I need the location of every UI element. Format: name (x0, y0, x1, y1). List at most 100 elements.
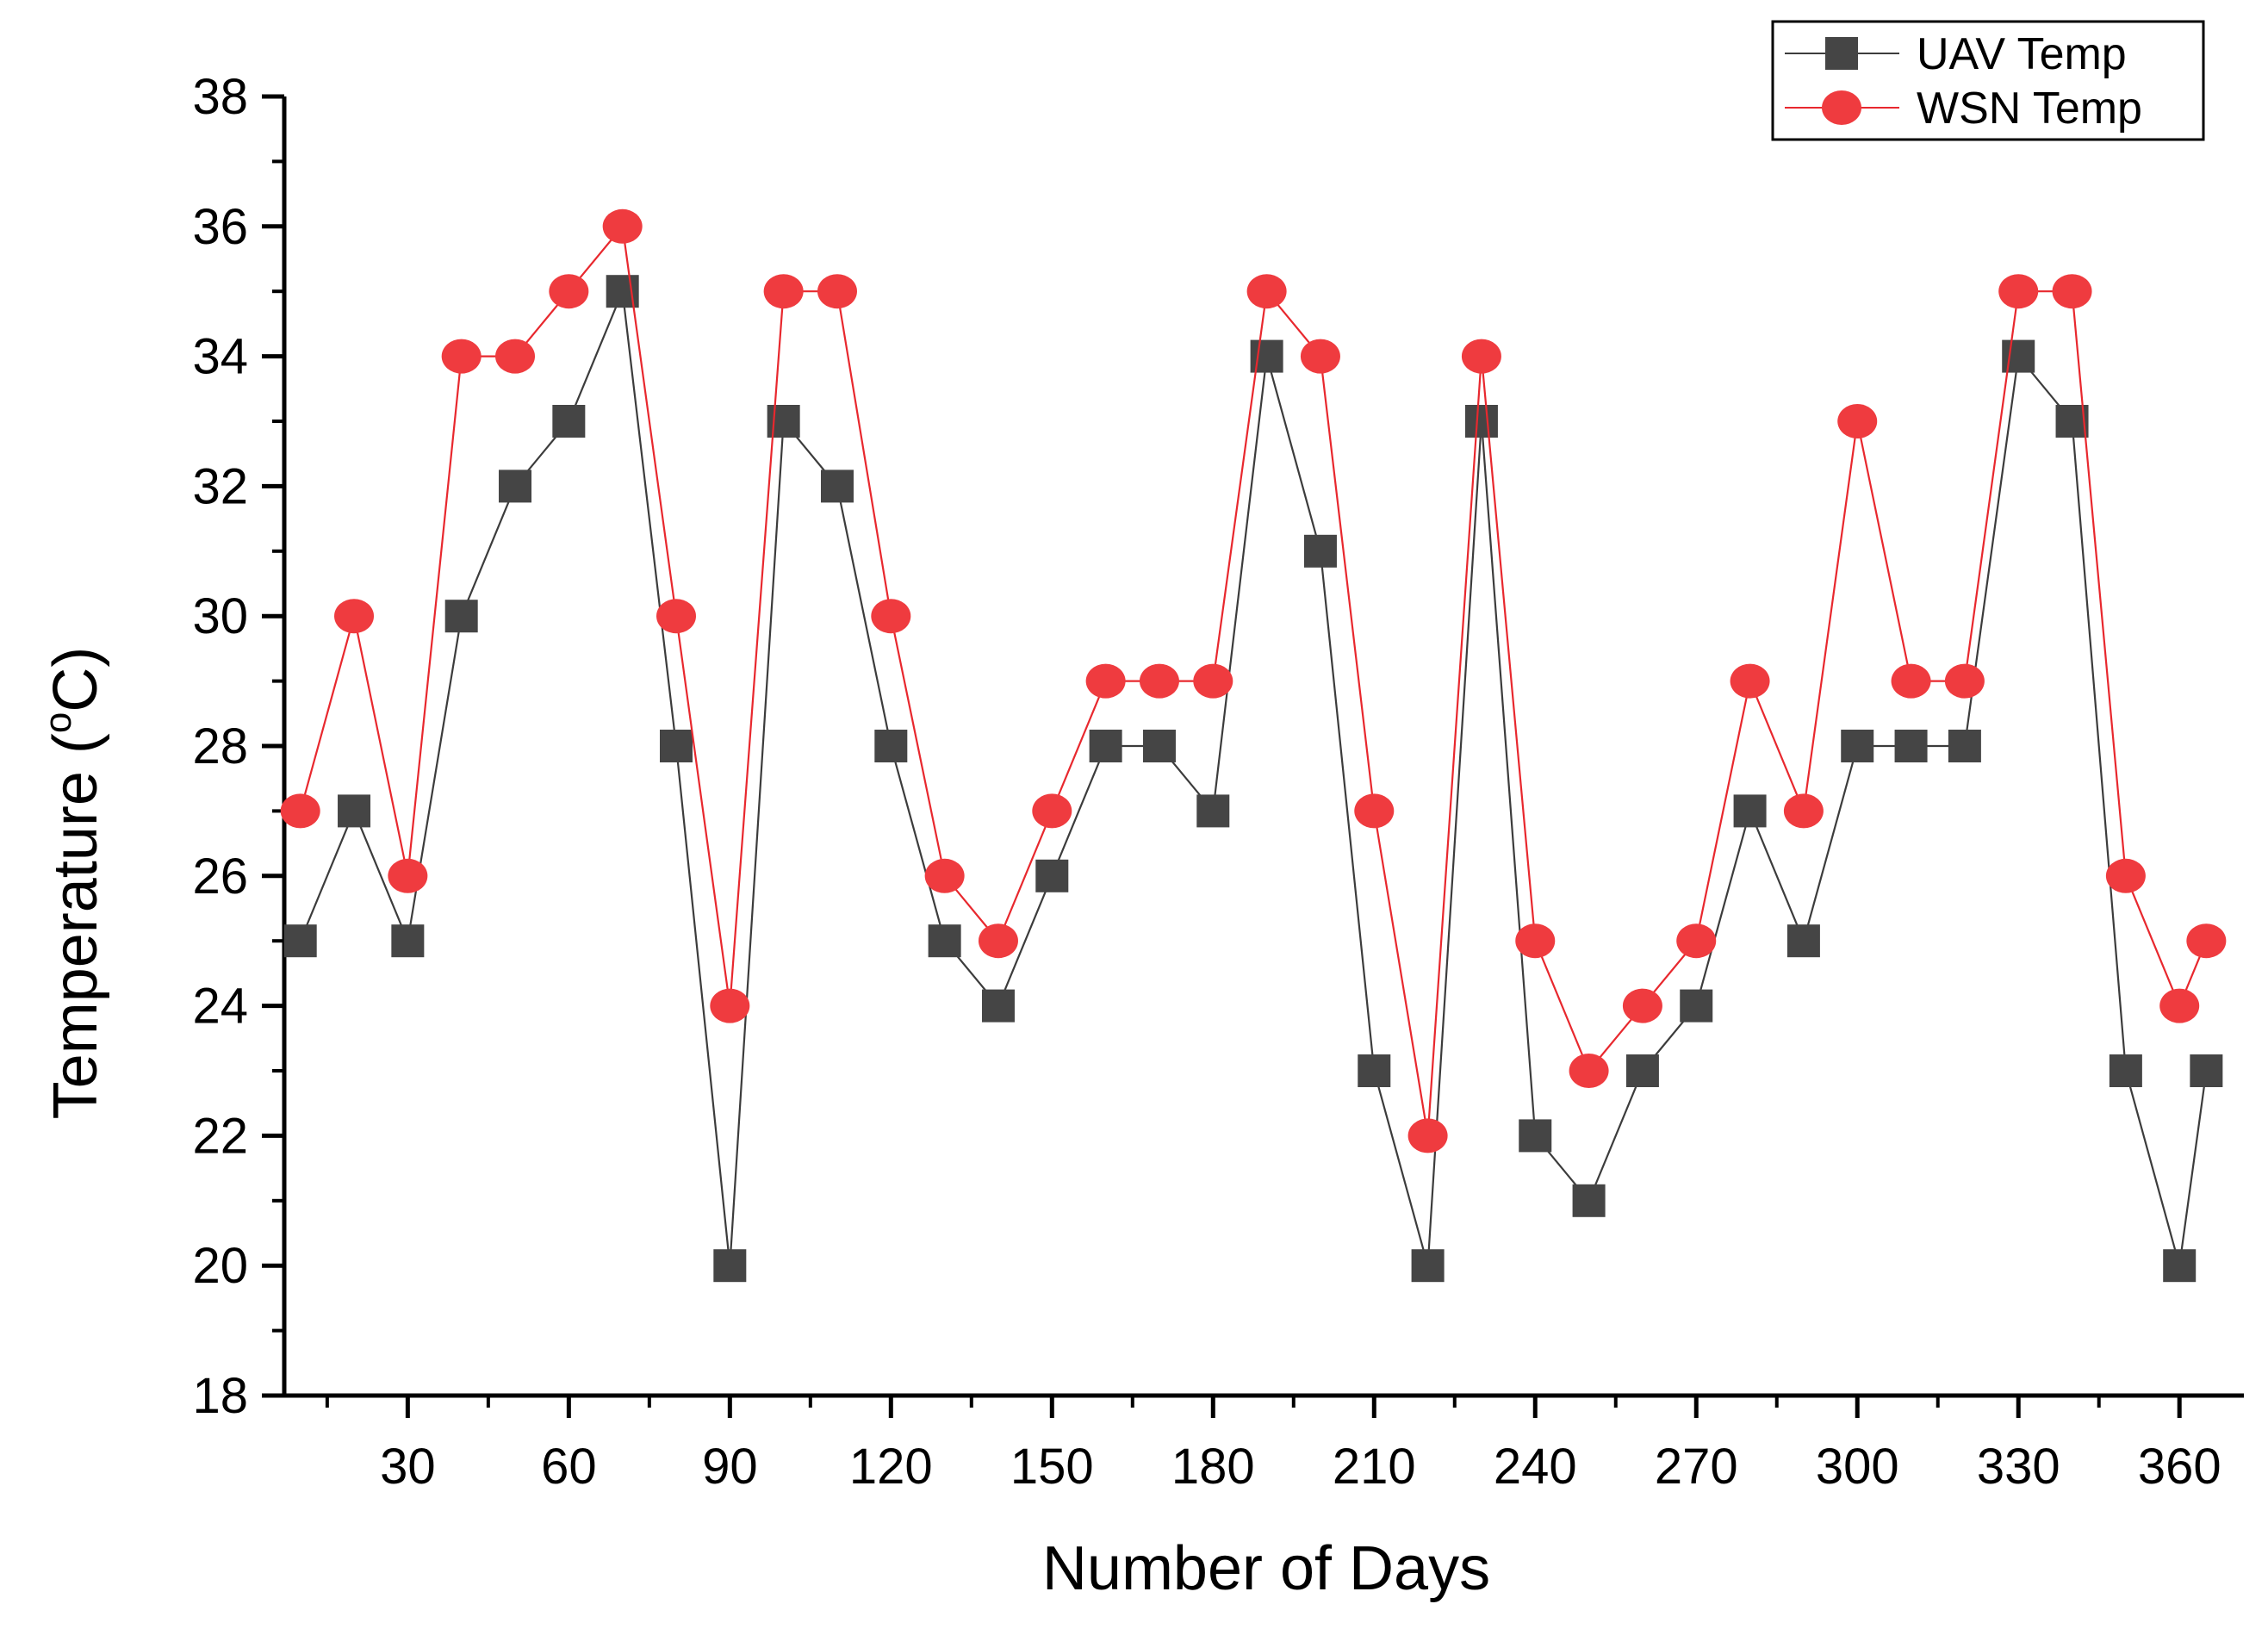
data-point-circle (763, 274, 804, 309)
series-uav-temp (283, 275, 2223, 1283)
data-point-circle (1246, 274, 1287, 309)
data-point-square (713, 1249, 747, 1283)
data-point-square (1358, 1054, 1391, 1087)
data-point-circle (1139, 663, 1179, 699)
data-point-circle (1998, 274, 2039, 309)
x-tick-label: 180 (1171, 1439, 1255, 1495)
data-point-circle (1783, 793, 1824, 829)
x-tick-label: 360 (2138, 1439, 2221, 1495)
data-point-square (1035, 859, 1069, 892)
data-point-circle (2159, 988, 2200, 1023)
axes: 18 20 22 24 26 28 30 32 34 36 38 30 60 90 120 150 180 210… (192, 69, 2244, 1495)
y-tick-label: 30 (192, 588, 248, 644)
data-point-circle (549, 274, 589, 309)
series-wsn-temp (280, 208, 2227, 1153)
data-point-circle (2105, 858, 2146, 893)
data-point-square (1733, 794, 1767, 828)
data-point-square (391, 924, 425, 958)
y-axis-title-superscript: o (37, 712, 79, 733)
y-tick-label: 34 (192, 329, 248, 385)
data-point-circle (1944, 663, 1985, 699)
data-point-circle (1622, 988, 1662, 1023)
y-axis-title-text: Temperature ( (41, 733, 110, 1119)
legend: UAV Temp WSN Temp (1771, 20, 2205, 141)
y-tick-label: 20 (192, 1238, 248, 1294)
data-point-square (1089, 730, 1122, 762)
data-point-square (928, 924, 961, 958)
y-tick-label: 24 (192, 979, 248, 1035)
data-point-circle (817, 274, 857, 309)
y-tick-label: 36 (192, 199, 248, 255)
x-axis-title: Number of Days (1042, 1534, 1490, 1603)
legend-marker-wsn (1822, 90, 1861, 125)
data-point-circle (1354, 793, 1395, 829)
data-point-square (1196, 794, 1230, 828)
x-tick-label: 150 (1010, 1439, 1094, 1495)
data-point-circle (495, 339, 536, 374)
y-tick-label: 32 (192, 458, 248, 514)
data-point-square (2163, 1249, 2197, 1283)
data-point-circle (388, 858, 428, 893)
data-point-square (2190, 1054, 2223, 1087)
data-point-square (1948, 730, 1981, 762)
data-point-square (820, 469, 854, 503)
data-point-circle (1837, 404, 1878, 438)
data-point-circle (602, 208, 643, 244)
data-point-circle (1515, 923, 1556, 959)
y-tick-label: 22 (192, 1108, 248, 1164)
data-point-circle (1676, 923, 1717, 959)
data-point-circle (710, 988, 750, 1023)
data-point-circle (1193, 663, 1233, 699)
x-tick-label: 270 (1655, 1439, 1738, 1495)
data-point-square (444, 600, 478, 633)
x-tick-label: 60 (541, 1439, 597, 1495)
x-tick-label: 210 (1333, 1439, 1416, 1495)
y-axis-title-unit: C) (41, 647, 110, 712)
data-point-square (1303, 534, 1337, 568)
x-tick-label: 240 (1494, 1439, 1577, 1495)
data-point-circle (2052, 274, 2092, 309)
series-line (299, 287, 2208, 1266)
data-point-square (1519, 1119, 1552, 1153)
data-point-circle (871, 599, 911, 634)
data-point-square (1142, 730, 1176, 762)
data-point-circle (656, 599, 696, 634)
data-point-circle (1407, 1118, 1448, 1153)
data-point-circle (978, 923, 1018, 959)
x-tick-label: 330 (1977, 1439, 2060, 1495)
y-tick-label: 28 (192, 718, 248, 774)
data-point-square (1625, 1054, 1659, 1087)
x-tick-label: 90 (702, 1439, 758, 1495)
data-point-square (338, 794, 371, 828)
data-point-square (499, 469, 532, 503)
data-point-square (1680, 989, 1713, 1023)
data-point-square (981, 989, 1015, 1023)
data-point-circle (1461, 339, 1501, 374)
y-tick-label: 26 (192, 849, 248, 905)
legend-label-uav: UAV Temp (1917, 29, 2127, 79)
y-tick-label: 38 (192, 69, 248, 125)
data-point-square (1786, 924, 1820, 958)
data-point-circle (1085, 663, 1126, 699)
x-tick-label: 30 (380, 1439, 436, 1495)
data-point-square (1572, 1184, 1606, 1217)
x-tick-label: 120 (849, 1439, 933, 1495)
y-axis-title: Temperature (oC) (37, 647, 110, 1120)
data-point-circle (1032, 793, 1072, 829)
data-point-square (1894, 730, 1928, 762)
series-layer (280, 208, 2227, 1283)
data-point-square (660, 730, 693, 762)
data-point-circle (1730, 663, 1770, 699)
data-point-square (1464, 405, 1498, 438)
data-point-square (874, 730, 908, 762)
data-point-circle (1569, 1054, 1609, 1088)
x-tick-label: 300 (1816, 1439, 1899, 1495)
data-point-square (552, 405, 586, 438)
data-point-square (1411, 1249, 1445, 1283)
data-point-square (1841, 730, 1874, 762)
data-point-square (2109, 1054, 2142, 1087)
data-point-circle (280, 793, 320, 829)
data-point-circle (441, 339, 482, 374)
data-point-circle (924, 858, 965, 893)
